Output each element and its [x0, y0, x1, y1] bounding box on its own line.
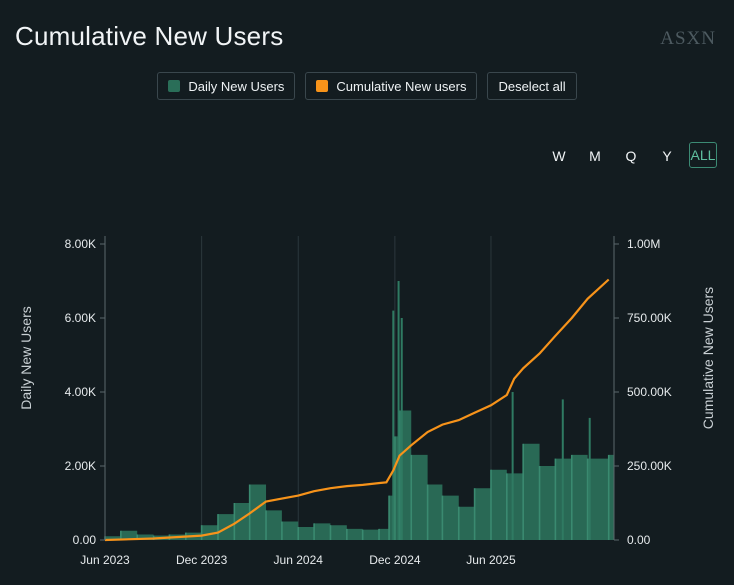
daily-spike-bar: [561, 399, 564, 540]
left-tick-label: 0.00: [73, 533, 97, 547]
daily-bar: [410, 454, 413, 540]
daily-bar: [388, 495, 390, 540]
chart-axes: Jun 2023 Dec 2023 Jun 2024 Dec 2024 Jun 2025…: [65, 236, 672, 567]
daily-bar: [136, 534, 139, 540]
daily-bar: [398, 410, 401, 540]
deselect-all-label: Deselect all: [498, 78, 566, 94]
daily-area: [105, 410, 614, 540]
daily-bar: [441, 495, 444, 540]
daily-bar: [473, 488, 476, 540]
daily-spike-bar: [397, 281, 400, 540]
x-tick-label: Dec 2023: [176, 553, 228, 567]
right-tick-label: 0.00: [627, 533, 651, 547]
daily-spike-bar: [392, 310, 395, 540]
daily-swatch-icon: [168, 80, 181, 92]
daily-bar: [490, 469, 492, 540]
daily-bar: [394, 436, 396, 540]
brand-logo: ASXN: [660, 28, 716, 49]
daily-bar: [586, 458, 589, 540]
daily-bar: [361, 529, 364, 540]
x-tick-label: Jun 2023: [80, 553, 130, 567]
legend-daily-label: Daily New Users: [188, 78, 285, 94]
right-tick-label: 750.00K: [627, 311, 672, 325]
range-quarter-button[interactable]: Q: [625, 148, 637, 164]
daily-spike-bar: [400, 318, 403, 540]
chart-grid: [201, 236, 492, 540]
daily-bar: [233, 503, 236, 540]
daily-bar: [329, 525, 332, 540]
x-tick-label: Dec 2024: [369, 553, 421, 567]
legend-cumulative-new-users[interactable]: Cumulative New users: [305, 72, 478, 100]
daily-bar: [522, 443, 524, 540]
range-all-button[interactable]: ALL: [689, 142, 717, 168]
deselect-all-button[interactable]: Deselect all: [487, 72, 577, 100]
right-tick-label: 1.00M: [627, 237, 660, 251]
daily-bar: [297, 527, 300, 540]
cumulative-line: [104, 278, 610, 542]
daily-bar: [457, 506, 460, 540]
left-tick-label: 4.00K: [65, 385, 96, 399]
daily-bar: [200, 525, 203, 540]
left-tick-label: 2.00K: [65, 459, 96, 473]
right-axis-title: Cumulative New Users: [700, 287, 716, 429]
daily-bar: [538, 466, 541, 540]
left-tick-label: 6.00K: [65, 311, 96, 325]
legend: Daily New Users Cumulative New users Des…: [0, 72, 734, 100]
x-tick-label: Jun 2024: [274, 553, 324, 567]
daily-bar: [378, 528, 380, 540]
daily-bars: [104, 281, 614, 540]
daily-bar: [554, 458, 557, 540]
daily-bar: [426, 484, 429, 540]
daily-spike-bar: [511, 392, 514, 540]
left-axis-title: Daily New Users: [18, 306, 34, 409]
range-selector: W M Q Y ALL: [545, 142, 717, 168]
daily-bar: [217, 514, 219, 540]
page-title: Cumulative New Users: [15, 21, 284, 51]
daily-bar: [313, 523, 315, 540]
daily-bar: [265, 510, 267, 540]
right-tick-label: 250.00K: [627, 459, 672, 473]
daily-spike-bar: [588, 417, 591, 540]
left-tick-label: 8.00K: [65, 237, 96, 251]
daily-bar: [281, 521, 283, 540]
x-tick-label: Jun 2025: [466, 553, 516, 567]
right-tick-label: 500.00K: [627, 385, 672, 399]
cumulative-swatch-icon: [316, 80, 329, 92]
legend-cumulative-label: Cumulative New users: [336, 78, 467, 94]
range-month-button[interactable]: M: [589, 148, 601, 164]
legend-daily-new-users[interactable]: Daily New Users: [157, 72, 296, 100]
daily-bar: [607, 454, 610, 540]
daily-bar: [120, 530, 122, 540]
range-week-button[interactable]: W: [552, 148, 566, 164]
daily-bar: [506, 473, 508, 540]
daily-bar: [346, 528, 348, 540]
range-year-button[interactable]: Y: [662, 148, 672, 164]
daily-bar: [570, 454, 573, 540]
